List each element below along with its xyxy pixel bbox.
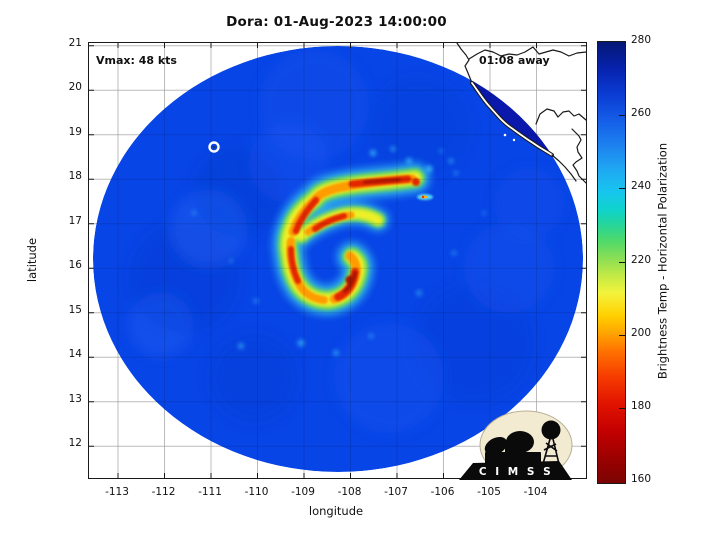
map-plot-area: C I M S S Vmax: 48 kts 01:08 away: [88, 42, 587, 480]
coastline: [456, 42, 587, 184]
x-tick-label: -111: [198, 486, 222, 498]
x-axis-label: longitude: [308, 504, 364, 518]
x-tick-label: -110: [244, 486, 269, 498]
y-tick-label: 16: [68, 259, 82, 272]
grid-overlay: [89, 43, 586, 478]
plot-title: Dora: 01-Aug-2023 14:00:00: [226, 14, 447, 30]
colorbar-tick-label: 260: [631, 107, 652, 120]
vmax-annotation: Vmax: 48 kts: [96, 54, 177, 67]
coastline-north-shore: [468, 46, 587, 60]
x-tick-label: -109: [291, 486, 315, 498]
colorbar-tick: [619, 335, 625, 336]
colorbar-tick-label: 200: [631, 326, 652, 339]
y-tick-label: 15: [68, 303, 82, 316]
colorbar-tick-label: 160: [631, 473, 652, 485]
axis-ticks: [89, 43, 586, 478]
colorbar-tick-label: 180: [631, 399, 652, 412]
y-tick-label: 19: [68, 125, 82, 138]
x-tick-label: -105: [477, 486, 501, 498]
cimss-logo: C I M S S: [459, 410, 573, 480]
colorbar-tick: [619, 408, 625, 409]
white-contour-marker: [208, 141, 220, 153]
colorbar-tick-label: 220: [631, 253, 652, 266]
storm-spiral-bands: [273, 163, 430, 316]
x-tick-label: -113: [105, 486, 129, 498]
cyan-speckles: [191, 146, 486, 356]
storm-map-svg: C I M S S: [89, 42, 587, 480]
x-tick-label: -112: [151, 486, 176, 498]
colorbar-label: Brightness Temp - Horizontal Polarizatio…: [655, 142, 670, 380]
isolated-cold-cell: [417, 194, 433, 200]
colorbar-tick: [619, 115, 625, 116]
satellite-dish-icon: [484, 436, 508, 456]
y-tick-label: 13: [68, 392, 82, 405]
colorbar-tick-label: 240: [631, 180, 652, 193]
y-tick-label: 20: [68, 81, 82, 94]
colorbar-tick: [619, 188, 625, 189]
satellite-swath: [93, 46, 583, 472]
colorbar: [597, 41, 626, 484]
y-tick-label: 18: [68, 170, 82, 183]
y-axis-label: latitude: [25, 237, 39, 283]
x-tick-label: -108: [337, 486, 362, 498]
ocean-texture: [129, 50, 564, 433]
y-tick-label: 21: [68, 36, 82, 49]
x-tick-label: -107: [384, 486, 408, 498]
colorbar-tick-label: 280: [631, 34, 652, 46]
x-tick-label: -104: [523, 486, 548, 498]
y-tick-label: 14: [68, 348, 82, 361]
state-border-north: [535, 108, 587, 125]
cimss-logo-text: C I M S S: [479, 466, 553, 478]
water-tower-icon: [541, 420, 561, 440]
y-tick-label: 17: [68, 214, 82, 227]
state-border-south: [571, 128, 587, 184]
cimss-logo-banner: [459, 461, 572, 480]
storm-red-cores: [288, 175, 420, 301]
y-tick-label: 12: [68, 437, 82, 450]
colorbar-tick: [619, 262, 625, 263]
x-tick-label: -106: [430, 486, 455, 498]
time-offset-annotation: 01:08 away: [479, 54, 550, 67]
